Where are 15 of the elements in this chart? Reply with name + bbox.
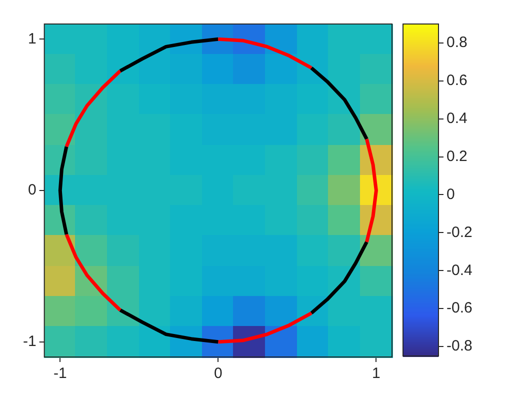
color-bar-label: 0.4 <box>446 110 468 127</box>
color-bar-label: 0.2 <box>446 148 468 165</box>
color-bar-label: -0.4 <box>446 262 472 279</box>
color-bar-label: 0.6 <box>446 72 468 90</box>
x-tick-label: 1 <box>372 365 380 382</box>
color-bar-label: -0.6 <box>446 300 472 317</box>
x-tick-label: 0 <box>214 365 222 382</box>
y-tick-label: -1 <box>22 333 36 350</box>
x-tick-label: -1 <box>53 365 67 382</box>
color-bar-label: -0.8 <box>446 338 472 355</box>
y-tick-label: 0 <box>28 182 36 199</box>
y-tick-label: 1 <box>28 30 36 48</box>
color-bar-label: -0.2 <box>446 224 472 241</box>
color-bar-label: 0.8 <box>446 34 468 52</box>
color-bar-label: 0 <box>446 186 455 203</box>
